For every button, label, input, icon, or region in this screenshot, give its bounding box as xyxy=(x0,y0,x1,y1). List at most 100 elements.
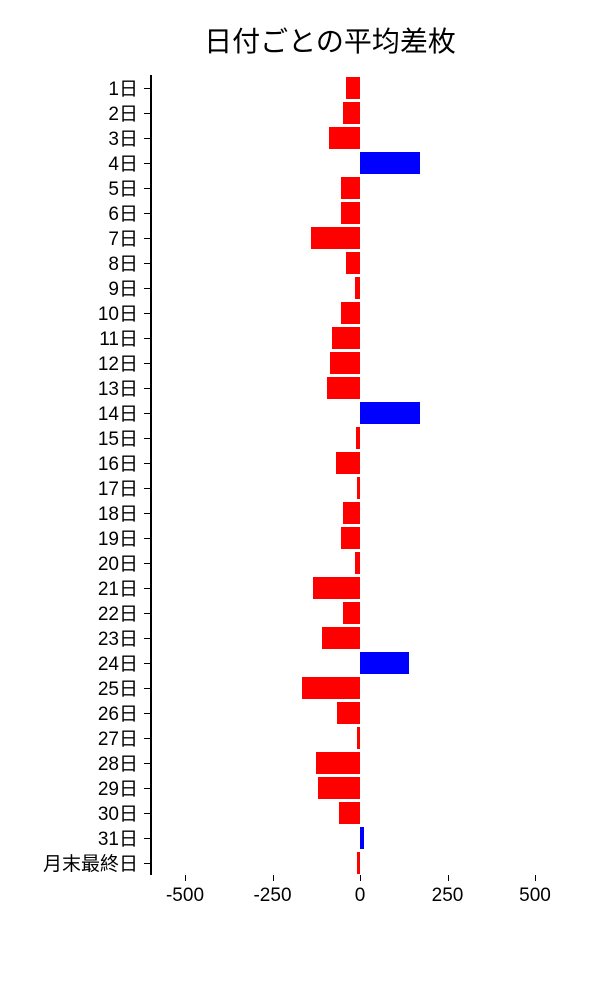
bar xyxy=(343,602,361,624)
x-tick-label: 500 xyxy=(519,885,551,907)
y-label: 20日 xyxy=(98,549,138,576)
bar-area xyxy=(150,250,570,275)
bar-row: 15日 xyxy=(150,425,570,450)
bar xyxy=(356,427,360,449)
y-label: 30日 xyxy=(98,799,138,826)
y-label: 月末最終日 xyxy=(43,849,138,876)
bar-row: 27日 xyxy=(150,725,570,750)
bar-row: 7日 xyxy=(150,225,570,250)
y-label: 5日 xyxy=(108,174,138,201)
bar-row: 24日 xyxy=(150,650,570,675)
bar-area xyxy=(150,775,570,800)
y-label: 16日 xyxy=(98,449,138,476)
bar xyxy=(360,152,420,174)
x-tick-label: -500 xyxy=(166,885,204,907)
bar xyxy=(329,127,361,149)
y-label: 28日 xyxy=(98,749,138,776)
x-tick xyxy=(273,875,274,881)
bar xyxy=(339,802,360,824)
bar xyxy=(327,377,360,399)
bar-row: 9日 xyxy=(150,275,570,300)
bar-row: 16日 xyxy=(150,450,570,475)
bar xyxy=(341,202,360,224)
bar-row: 22日 xyxy=(150,600,570,625)
chart-title: 日付ごとの平均差枚 xyxy=(60,20,600,60)
bar xyxy=(343,102,361,124)
bar xyxy=(318,777,360,799)
bar xyxy=(360,827,364,849)
y-label: 11日 xyxy=(99,324,138,351)
bar-row: 10日 xyxy=(150,300,570,325)
y-label: 4日 xyxy=(108,149,138,176)
bar xyxy=(360,402,420,424)
y-label: 7日 xyxy=(108,224,138,251)
bar-area xyxy=(150,125,570,150)
bar-row: 31日 xyxy=(150,825,570,850)
bar-area xyxy=(150,475,570,500)
bar-area xyxy=(150,225,570,250)
bar-area xyxy=(150,275,570,300)
bar-row: 8日 xyxy=(150,250,570,275)
bar-row: 2日 xyxy=(150,100,570,125)
bar xyxy=(357,477,361,499)
bar-area xyxy=(150,800,570,825)
bar-row: 17日 xyxy=(150,475,570,500)
x-axis: -500 -250 0 250 500 xyxy=(150,875,570,915)
y-label: 9日 xyxy=(108,274,138,301)
bar-area xyxy=(150,375,570,400)
bar-row: 23日 xyxy=(150,625,570,650)
y-label: 22日 xyxy=(98,599,138,626)
plot-area: 1日2日3日4日5日6日7日8日9日10日11日12日13日14日15日16日1… xyxy=(150,75,570,875)
x-tick-label: -250 xyxy=(253,885,291,907)
bar xyxy=(341,177,360,199)
bar xyxy=(360,652,409,674)
x-tick-label: 250 xyxy=(432,885,464,907)
bar-area xyxy=(150,550,570,575)
bar xyxy=(330,352,360,374)
bar-area xyxy=(150,850,570,875)
y-label: 6日 xyxy=(108,199,138,226)
bar xyxy=(337,702,360,724)
bar xyxy=(357,852,360,874)
chart-container: 日付ごとの平均差枚 1日2日3日4日5日6日7日8日9日10日11日12日13日… xyxy=(0,20,600,915)
bar-row: 28日 xyxy=(150,750,570,775)
bar xyxy=(332,327,360,349)
bar xyxy=(311,227,360,249)
x-tick xyxy=(185,875,186,881)
bar-area xyxy=(150,450,570,475)
bar xyxy=(322,627,361,649)
bar-area xyxy=(150,425,570,450)
bar-row: 14日 xyxy=(150,400,570,425)
y-label: 3日 xyxy=(108,124,138,151)
bar-area xyxy=(150,300,570,325)
bar-area xyxy=(150,100,570,125)
y-label: 23日 xyxy=(98,624,138,651)
bar-row: 25日 xyxy=(150,675,570,700)
bar-row: 5日 xyxy=(150,175,570,200)
bar-area xyxy=(150,150,570,175)
y-label: 17日 xyxy=(98,474,138,501)
y-label: 31日 xyxy=(98,824,138,851)
y-label: 13日 xyxy=(98,374,138,401)
y-label: 29日 xyxy=(98,774,138,801)
bar-row: 6日 xyxy=(150,200,570,225)
bar xyxy=(336,452,361,474)
bar-row: 26日 xyxy=(150,700,570,725)
bar xyxy=(316,752,360,774)
bar-area xyxy=(150,750,570,775)
y-label: 15日 xyxy=(98,424,138,451)
bar-row: 29日 xyxy=(150,775,570,800)
y-label: 26日 xyxy=(98,699,138,726)
y-label: 19日 xyxy=(98,524,138,551)
x-tick-label: 0 xyxy=(355,885,366,907)
bar-row: 11日 xyxy=(150,325,570,350)
y-label: 2日 xyxy=(108,99,138,126)
y-label: 24日 xyxy=(98,649,138,676)
bar-area xyxy=(150,675,570,700)
y-label: 18日 xyxy=(98,499,138,526)
x-tick xyxy=(535,875,536,881)
bar-row: 1日 xyxy=(150,75,570,100)
y-label: 12日 xyxy=(98,349,138,376)
bar-area xyxy=(150,700,570,725)
bar xyxy=(355,277,360,299)
